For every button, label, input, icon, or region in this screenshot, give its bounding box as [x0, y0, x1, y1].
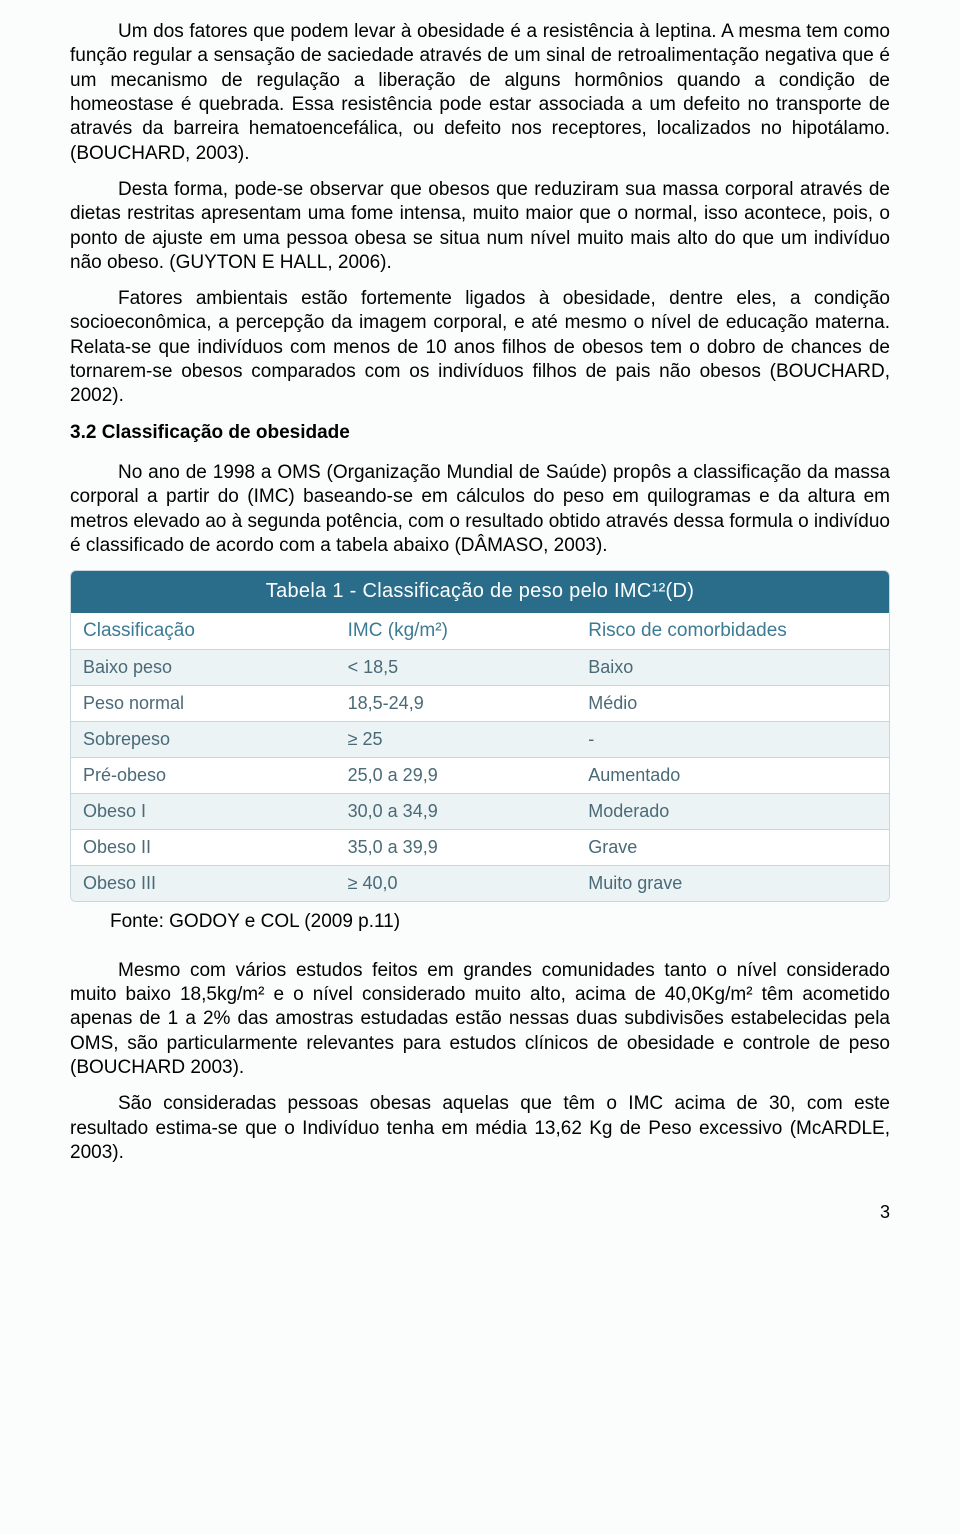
imc-table-cell: 35,0 a 39,9 [336, 830, 577, 866]
imc-table-cell: Peso normal [71, 686, 336, 722]
imc-table-cell: Aumentado [576, 758, 889, 794]
imc-table-cell: 30,0 a 34,9 [336, 794, 577, 830]
imc-table-cell: ≥ 25 [336, 722, 577, 758]
imc-table-source: Fonte: GODOY e COL (2009 p.11) [110, 910, 890, 934]
imc-table-cell: 25,0 a 29,9 [336, 758, 577, 794]
imc-table-cell: Grave [576, 830, 889, 866]
imc-table-cell: Sobrepeso [71, 722, 336, 758]
imc-table-title: Tabela 1 - Classificação de peso pelo IM… [71, 571, 889, 613]
document-page: Um dos fatores que podem levar à obesida… [0, 0, 960, 1264]
imc-table-cell: Baixo peso [71, 650, 336, 686]
imc-table-row: Baixo peso< 18,5Baixo [71, 650, 889, 686]
paragraph-1: Um dos fatores que podem levar à obesida… [70, 20, 890, 166]
paragraph-2: Desta forma, pode-se observar que obesos… [70, 178, 890, 275]
paragraph-6: São consideradas pessoas obesas aquelas … [70, 1092, 890, 1165]
paragraph-5: Mesmo com vários estudos feitos em grand… [70, 959, 890, 1081]
imc-table-body: Baixo peso< 18,5BaixoPeso normal18,5-24,… [71, 650, 889, 901]
imc-table-cell: Obeso II [71, 830, 336, 866]
imc-table-cell: Obeso I [71, 794, 336, 830]
imc-table-row: Obeso III≥ 40,0Muito grave [71, 866, 889, 901]
imc-table-cell: Moderado [576, 794, 889, 830]
imc-table-row: Pré-obeso25,0 a 29,9Aumentado [71, 758, 889, 794]
section-heading-3-2: 3.2 Classificação de obesidade [70, 421, 890, 445]
paragraph-4: No ano de 1998 a OMS (Organização Mundia… [70, 461, 890, 558]
imc-table-cell: - [576, 722, 889, 758]
imc-table-cell: < 18,5 [336, 650, 577, 686]
imc-table-cell: Baixo [576, 650, 889, 686]
paragraph-3: Fatores ambientais estão fortemente liga… [70, 287, 890, 409]
imc-table-cell: Médio [576, 686, 889, 722]
imc-th-imc: IMC (kg/m²) [336, 613, 577, 650]
imc-table-row: Peso normal18,5-24,9Médio [71, 686, 889, 722]
imc-th-classificacao: Classificação [71, 613, 336, 650]
imc-table-cell: Pré-obeso [71, 758, 336, 794]
imc-th-risco: Risco de comorbidades [576, 613, 889, 650]
imc-table-row: Obeso II35,0 a 39,9Grave [71, 830, 889, 866]
imc-table-cell: ≥ 40,0 [336, 866, 577, 901]
imc-table: Tabela 1 - Classificação de peso pelo IM… [70, 570, 890, 902]
imc-table-cell: 18,5-24,9 [336, 686, 577, 722]
imc-table-row: Sobrepeso≥ 25- [71, 722, 889, 758]
imc-table-cell: Muito grave [576, 866, 889, 901]
imc-table-cell: Obeso III [71, 866, 336, 901]
imc-table-header: Classificação IMC (kg/m²) Risco de comor… [71, 613, 889, 650]
page-number: 3 [70, 1201, 890, 1224]
imc-table-row: Obeso I30,0 a 34,9Moderado [71, 794, 889, 830]
